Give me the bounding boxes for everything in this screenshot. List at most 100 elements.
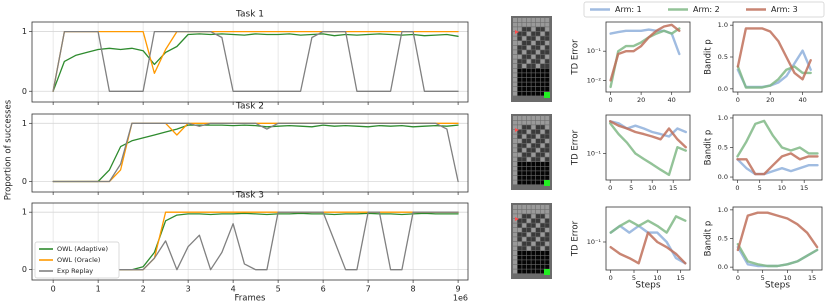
gridworld-cell	[545, 171, 550, 176]
gridworld-cell	[517, 139, 522, 143]
x-tick-label: 20	[766, 96, 774, 104]
gridworld-cell	[531, 246, 536, 251]
gridworld-cell	[526, 228, 531, 232]
y-tick-label: 0	[22, 177, 27, 186]
gridworld-cell	[531, 143, 536, 148]
gridworld-cell	[522, 139, 527, 143]
gridworld-cell	[545, 134, 550, 139]
gridworld-cell	[545, 223, 550, 228]
gridworld-cell	[545, 120, 550, 125]
gridworld-cell	[536, 129, 540, 134]
gridworld-cell	[540, 175, 545, 180]
gridworld-cell	[517, 237, 522, 242]
gridworld-cell	[517, 31, 522, 36]
gridworld-cell	[540, 255, 545, 260]
gridworld-cell	[531, 73, 536, 78]
gridworld-cell	[513, 134, 517, 139]
data-line	[52, 122, 459, 183]
gridworld-cell	[526, 218, 531, 223]
gridworld-cell	[526, 139, 531, 143]
gridworld-cell	[526, 36, 531, 41]
gridworld-cell	[513, 59, 517, 64]
data-line	[52, 124, 459, 183]
gridworld-cell	[526, 260, 531, 265]
gridworld-cell	[540, 162, 545, 166]
gridworld-cell	[513, 54, 517, 59]
x-tick-label: 0	[609, 274, 613, 282]
y-axis-label: Bandit p	[704, 39, 714, 75]
gridworld-cell	[522, 82, 527, 87]
subplot: 0 1 Task 1	[22, 10, 469, 105]
x-tick-label: 0	[609, 96, 613, 104]
gridworld-cell	[526, 91, 531, 96]
x-tick-label: 10	[778, 184, 786, 192]
gridworld-cell	[536, 175, 540, 180]
gridworld-cell	[526, 22, 531, 27]
gridworld-cell	[531, 237, 536, 242]
gridworld-cell	[536, 228, 540, 232]
gridworld-cell	[536, 134, 540, 139]
gridworld-cell	[522, 59, 527, 64]
gridworld-cell	[517, 125, 522, 130]
gridworld-cell	[517, 175, 522, 180]
gridworld-cell	[545, 129, 550, 134]
gridworld-cell	[540, 223, 545, 228]
gridworld-cell	[513, 27, 517, 32]
gridworld-cell	[540, 264, 545, 269]
legend-box	[34, 241, 120, 279]
gridworld-cell	[545, 166, 550, 171]
gridworld-cell	[531, 27, 536, 32]
gridworld-cell	[531, 175, 536, 180]
gridworld-cell	[540, 241, 545, 246]
gridworld-cell	[526, 255, 531, 260]
gridworld-cell	[540, 134, 545, 139]
gridworld-cell	[513, 260, 517, 265]
gridworld-cell	[526, 223, 531, 228]
plot-area	[733, 22, 822, 92]
gridworld-cell	[522, 64, 527, 68]
gridworld-cell	[513, 22, 517, 27]
x-tick-label: 0	[735, 184, 739, 192]
gridworld-cell	[536, 241, 540, 246]
gridworld-cell	[517, 246, 522, 251]
gridworld-cell	[517, 129, 522, 134]
gridworld-cell	[540, 171, 545, 176]
gridworld-cell	[513, 166, 517, 171]
gridworld-cell	[531, 50, 536, 55]
gridworld-cell	[526, 175, 531, 180]
gridworld-cell	[513, 143, 517, 148]
gridworld-goal	[544, 180, 550, 186]
axes-frame	[31, 113, 469, 193]
gridworld-cell	[513, 120, 517, 125]
gridworld-cell	[522, 120, 527, 125]
legend-label: Arm: 1	[615, 5, 642, 14]
gridworld-agent	[515, 30, 519, 34]
gridworld-cell	[522, 251, 527, 255]
subplot: 0 5 10 15 0.0 0.5 1.0 Bandit p	[704, 114, 823, 192]
gridworld-cell	[531, 232, 536, 237]
gridworld-cell	[513, 139, 517, 143]
gridworld-cell	[531, 205, 536, 209]
x-tick-label: 10	[648, 184, 656, 192]
gridworld-cell	[545, 116, 550, 120]
gridworld-cell	[517, 18, 522, 22]
gridworld-image	[511, 203, 552, 279]
gridworld-cell	[545, 175, 550, 180]
gridworld-cell	[526, 180, 531, 185]
gridworld-cell	[513, 209, 517, 214]
gridworld-cell	[540, 120, 545, 125]
data-line	[736, 211, 819, 252]
gridworld-cell	[540, 269, 545, 274]
gridworld-cell	[513, 36, 517, 41]
data-line	[609, 122, 687, 177]
gridworld-cell	[531, 269, 536, 274]
gridworld-cell	[522, 175, 527, 180]
gridworld-cell	[522, 166, 527, 171]
gridworld-cell	[517, 214, 522, 219]
gridworld-cell	[526, 134, 531, 139]
x-offset-text: 1e6	[453, 294, 468, 303]
gridworld-cell	[522, 180, 527, 185]
subplot: 0 1 2 3 4 5 6 7 8 9 0 1 Task 3 Frames 1e6 OWL (Adaptive…	[22, 191, 469, 304]
gridworld-cell	[522, 68, 527, 73]
gridworld-cell	[513, 241, 517, 246]
